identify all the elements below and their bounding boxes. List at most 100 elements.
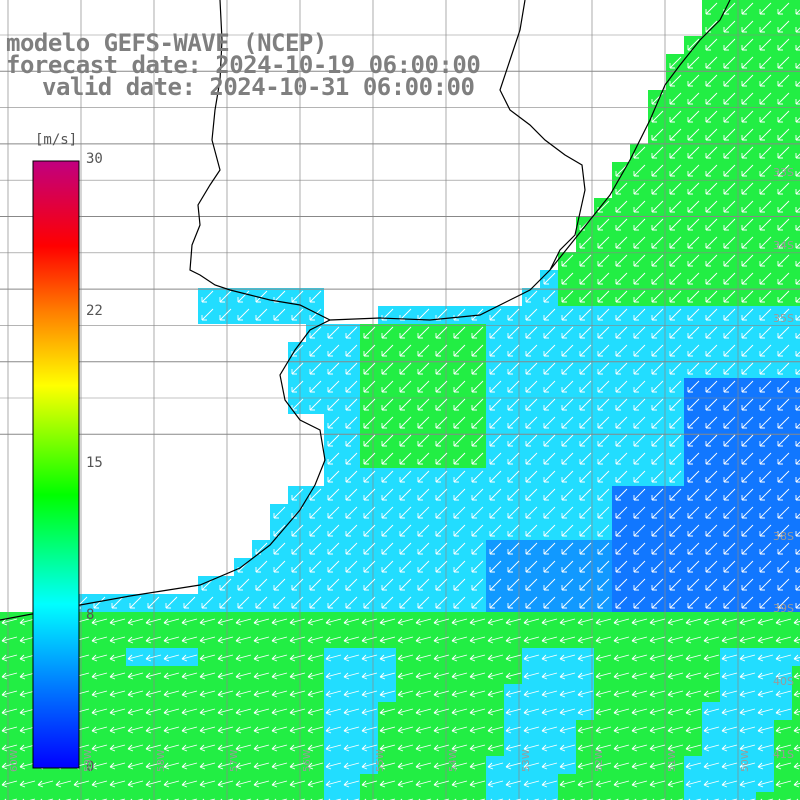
wind-arrow	[597, 542, 610, 555]
wind-arrow	[181, 762, 198, 770]
wind-arrow	[291, 362, 304, 375]
wind-arrow	[219, 308, 232, 321]
wind-arrow	[309, 488, 322, 501]
wind-arrow	[777, 236, 790, 249]
wind-arrow	[669, 596, 682, 609]
wind-arrow	[453, 380, 466, 393]
wind-arrow	[469, 636, 486, 644]
wind-arrow	[705, 182, 718, 195]
wind-arrow	[363, 470, 376, 483]
wind-arrow	[633, 470, 646, 483]
wind-arrow	[597, 452, 610, 465]
wind-arrow	[577, 654, 594, 662]
wind-arrow	[723, 524, 736, 537]
wind-arrow	[759, 200, 772, 213]
wind-arrow	[687, 182, 700, 195]
wind-arrow	[757, 672, 774, 680]
wind-arrow	[219, 290, 232, 303]
wind-arrow	[435, 344, 448, 357]
wind-arrow	[795, 99, 800, 105]
wind-arrow	[759, 254, 772, 267]
wind-arrow	[327, 506, 340, 519]
wind-arrow	[685, 726, 702, 734]
wind-arrow	[217, 708, 234, 716]
wind-arrow	[759, 362, 772, 375]
wind-arrow	[777, 416, 790, 429]
coastline	[0, 0, 731, 621]
wind-arrow	[615, 182, 628, 195]
wind-arrow	[327, 578, 340, 591]
wind-arrow	[309, 344, 322, 357]
wind-cell	[108, 792, 126, 800]
wind-arrow	[435, 326, 448, 339]
wind-arrow	[343, 708, 360, 716]
wind-cell	[162, 792, 180, 800]
wind-arrow	[777, 56, 790, 69]
wind-arrow	[759, 488, 772, 501]
wind-cell	[396, 792, 414, 800]
wind-arrow	[271, 708, 288, 716]
wind-arrow	[307, 762, 324, 770]
wind-arrow	[417, 596, 430, 609]
wind-arrow	[505, 780, 522, 788]
wind-arrow	[793, 636, 800, 644]
wind-arrow	[651, 470, 664, 483]
wind-arrow	[487, 708, 504, 716]
wind-arrow	[579, 236, 592, 249]
wind-arrow	[777, 560, 790, 573]
wind-arrow	[723, 236, 736, 249]
wind-arrow	[325, 762, 342, 770]
wind-arrow	[795, 387, 800, 393]
wind-arrow	[505, 690, 522, 698]
wind-arrow	[615, 416, 628, 429]
wind-arrow	[667, 762, 684, 770]
wind-arrow	[309, 560, 322, 573]
wind-cell	[216, 792, 234, 800]
wind-arrow	[633, 542, 646, 555]
wind-arrow	[703, 762, 720, 770]
wind-arrow	[723, 74, 736, 87]
wind-arrow	[325, 618, 342, 626]
wind-arrow	[435, 560, 448, 573]
wind-arrow	[687, 578, 700, 591]
wind-arrow	[379, 762, 396, 770]
wind-arrow	[145, 762, 162, 770]
wind-arrow	[397, 672, 414, 680]
wind-arrow	[399, 578, 412, 591]
wind-cell	[522, 792, 540, 800]
wind-arrow	[291, 488, 304, 501]
wind-arrow	[201, 290, 214, 303]
wind-arrow	[705, 38, 718, 51]
wind-arrow	[633, 164, 646, 177]
wind-arrow	[703, 708, 720, 716]
wind-arrow	[705, 380, 718, 393]
wind-arrow	[163, 672, 180, 680]
wind-arrow	[111, 596, 124, 609]
wind-arrow	[757, 744, 774, 752]
wind-arrow	[525, 488, 538, 501]
wind-arrow	[633, 218, 646, 231]
wind-arrow	[127, 726, 144, 734]
wind-arrow	[253, 672, 270, 680]
wind-arrow	[489, 542, 502, 555]
wind-arrow	[127, 690, 144, 698]
wind-arrow	[271, 780, 288, 788]
wind-arrow	[667, 672, 684, 680]
wind-arrow	[777, 2, 790, 15]
wind-arrow	[741, 434, 754, 447]
wind-arrow	[721, 762, 738, 770]
wind-arrow	[307, 708, 324, 716]
wind-arrow	[633, 326, 646, 339]
wind-arrow	[471, 488, 484, 501]
wind-arrow	[669, 506, 682, 519]
wind-arrow	[541, 708, 558, 716]
wind-arrow	[705, 452, 718, 465]
wind-arrow	[651, 272, 664, 285]
wind-arrow	[741, 56, 754, 69]
wind-arrow	[237, 308, 250, 321]
wind-arrow	[145, 726, 162, 734]
wind-arrow	[235, 726, 252, 734]
wind-arrow	[723, 254, 736, 267]
wind-arrow	[561, 488, 574, 501]
wind-arrow	[235, 618, 252, 626]
